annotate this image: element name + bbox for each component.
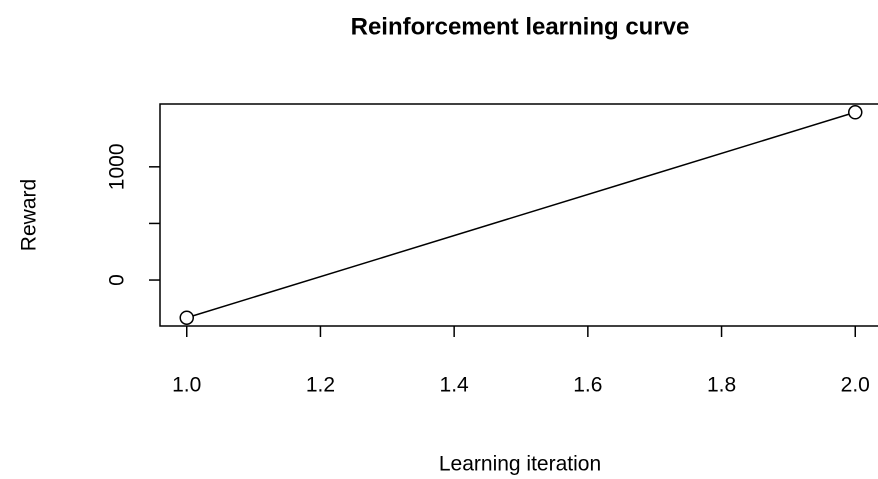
x-tick-label: 2.0 bbox=[841, 374, 870, 397]
x-tick-label: 1.6 bbox=[573, 374, 602, 397]
x-tick-label: 1.2 bbox=[306, 374, 335, 397]
y-tick-label: 0 bbox=[106, 274, 129, 286]
y-tick-label: 1000 bbox=[106, 143, 129, 190]
line bbox=[186, 111, 856, 319]
x-tick-label: 1.4 bbox=[440, 374, 470, 397]
plot-box bbox=[159, 103, 878, 327]
x-axis-label: Learning iteration bbox=[439, 453, 601, 476]
x-tick-label: 1.8 bbox=[707, 374, 736, 397]
y-axis-label: Reward bbox=[18, 179, 41, 251]
point bbox=[179, 310, 194, 325]
x-tick-label: 1.0 bbox=[172, 374, 201, 397]
chart-title: Reinforcement learning curve bbox=[351, 13, 690, 40]
point bbox=[848, 105, 863, 120]
